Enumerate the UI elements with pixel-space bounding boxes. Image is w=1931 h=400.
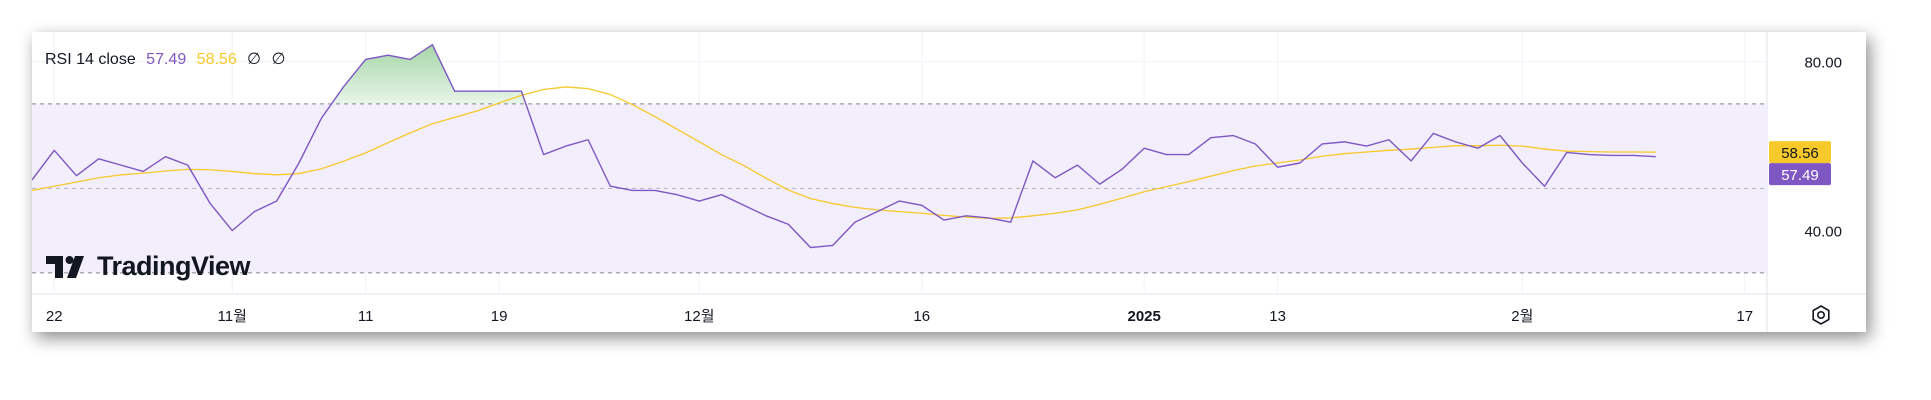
x-tick-label: 16: [913, 308, 930, 325]
indicator-name: RSI 14 close: [45, 51, 136, 68]
x-tick-label: 17: [1736, 308, 1753, 325]
x-tick-label: 22: [46, 308, 63, 325]
rsi-last-value-label: 57.49: [1781, 167, 1819, 184]
rsi-line: [32, 43, 1656, 249]
overbought-fill: [331, 44, 526, 104]
ma-last-value-label-bg: [1769, 141, 1831, 164]
brand-name: TradingView: [97, 251, 251, 281]
ma-value: 58.56: [196, 51, 237, 68]
rsi-chart[interactable]: 80.00 40.00 58.56 57.49 22 11월 11 19 12월 16 2025 13…: [32, 32, 1866, 332]
rsi-value: 57.49: [146, 51, 187, 68]
legend-extra-1: ∅: [247, 51, 262, 68]
rsi-indicator-panel[interactable]: 80.00 40.00 58.56 57.49 22 11월 11 19 12월 16 2025 13…: [32, 32, 1866, 332]
x-tick-label: 13: [1269, 308, 1286, 325]
tradingview-watermark: TradingView: [46, 251, 251, 282]
tradingview-logo-icon: [46, 255, 84, 278]
y-tick-label: 80.00: [1804, 55, 1842, 72]
legend-extra-2: ∅: [271, 51, 286, 68]
rsi-last-value-label-bg: [1769, 163, 1831, 186]
ma-last-value-label: 58.56: [1781, 145, 1819, 162]
indicator-legend[interactable]: RSI 14 close 57.49 58.56 ∅ ∅: [45, 49, 292, 69]
x-tick-label: 19: [491, 308, 508, 325]
x-tick-label: 2025: [1127, 308, 1160, 325]
x-tick-label: 2월: [1511, 308, 1533, 325]
y-tick-label: 40.00: [1804, 224, 1842, 241]
settings-icon[interactable]: [1810, 304, 1832, 326]
x-tick-label: 11월: [218, 308, 247, 325]
x-tick-label: 11: [358, 308, 374, 325]
rsi-ma-line: [32, 86, 1656, 220]
x-tick-label: 12월: [684, 308, 715, 325]
